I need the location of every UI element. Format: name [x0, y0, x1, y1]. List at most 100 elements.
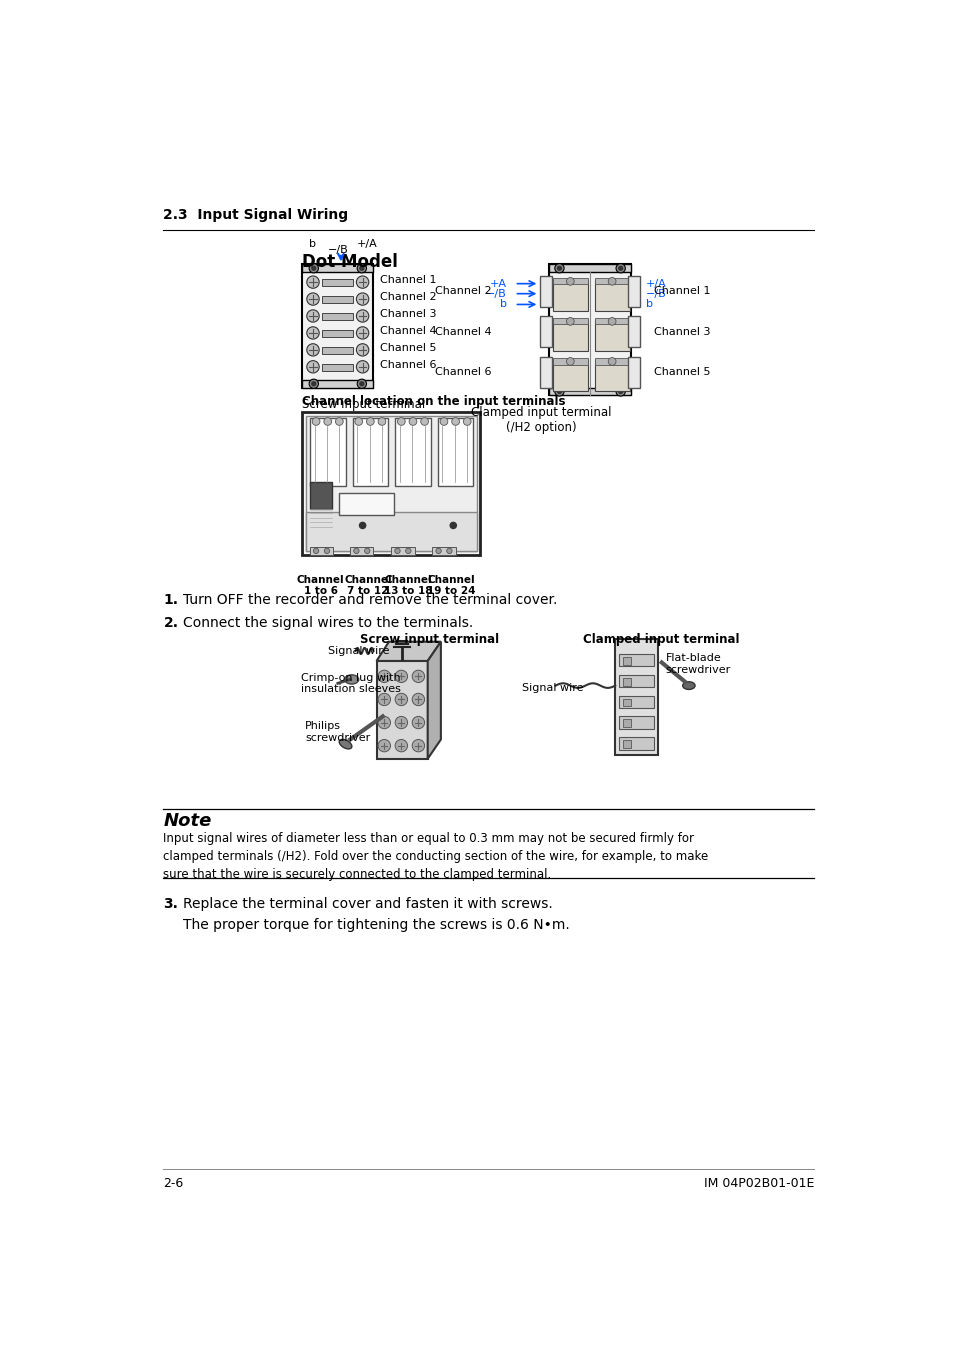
Text: Screw input terminal: Screw input terminal	[359, 633, 498, 647]
Text: 3.: 3.	[163, 898, 178, 911]
Bar	[595, 320, 629, 351]
Text: b: b	[645, 300, 653, 309]
Bar	[432, 547, 456, 555]
Polygon shape	[376, 662, 427, 759]
Bar	[437, 418, 473, 486]
Text: Channel 6: Channel 6	[379, 359, 436, 370]
Bar	[628, 356, 639, 387]
Text: Channel 4: Channel 4	[379, 325, 436, 336]
Bar	[622, 740, 630, 748]
Text: 2.: 2.	[163, 617, 178, 630]
Text: Channel 3: Channel 3	[379, 309, 436, 319]
Circle shape	[356, 360, 369, 373]
Text: Channel 1: Channel 1	[654, 286, 710, 297]
Circle shape	[608, 278, 616, 285]
Bar	[353, 418, 388, 486]
Bar	[618, 737, 654, 749]
Ellipse shape	[344, 675, 358, 684]
Bar	[549, 387, 630, 396]
Circle shape	[312, 417, 319, 425]
Circle shape	[377, 694, 390, 706]
Text: Channel
1 to 6: Channel 1 to 6	[296, 575, 344, 597]
Text: Channel 2: Channel 2	[379, 292, 436, 302]
Circle shape	[566, 278, 574, 285]
Circle shape	[313, 548, 318, 554]
Bar	[595, 278, 629, 285]
Circle shape	[412, 740, 424, 752]
Text: −/B: −/B	[327, 246, 348, 255]
Bar	[539, 356, 551, 387]
Bar	[615, 640, 658, 755]
Text: Clamped input terminal: Clamped input terminal	[583, 633, 740, 647]
Circle shape	[355, 417, 362, 425]
Circle shape	[307, 360, 319, 373]
Text: Channel 5: Channel 5	[379, 343, 436, 352]
Circle shape	[307, 293, 319, 305]
Text: Channel 2: Channel 2	[435, 286, 491, 297]
Circle shape	[566, 358, 574, 366]
Circle shape	[356, 344, 369, 356]
Circle shape	[312, 382, 315, 386]
Circle shape	[356, 379, 366, 389]
Bar	[539, 316, 551, 347]
Text: −/B: −/B	[485, 289, 506, 298]
Circle shape	[409, 417, 416, 425]
Circle shape	[307, 275, 319, 289]
Bar	[302, 412, 480, 555]
Bar	[339, 493, 394, 514]
Circle shape	[377, 740, 390, 752]
Text: Signal wire: Signal wire	[521, 683, 583, 693]
Text: Note: Note	[163, 811, 212, 830]
Circle shape	[309, 263, 318, 273]
Circle shape	[618, 390, 622, 393]
Circle shape	[359, 522, 365, 528]
Bar	[322, 347, 353, 354]
Circle shape	[450, 522, 456, 528]
Circle shape	[366, 417, 374, 425]
Circle shape	[616, 387, 624, 396]
Ellipse shape	[339, 740, 352, 749]
Polygon shape	[376, 641, 440, 662]
Circle shape	[397, 417, 405, 425]
Text: −/B: −/B	[645, 289, 666, 298]
Bar	[310, 547, 333, 555]
Circle shape	[395, 717, 407, 729]
Circle shape	[356, 310, 369, 323]
Text: Philips
screwdriver: Philips screwdriver	[305, 721, 370, 743]
Bar	[553, 360, 587, 390]
Text: Flat-blade
screwdriver: Flat-blade screwdriver	[665, 653, 730, 675]
Bar	[595, 358, 629, 364]
Circle shape	[566, 317, 574, 325]
Bar	[622, 699, 630, 706]
Circle shape	[420, 417, 428, 425]
Text: Crimp-on lug with
insulation sleeves: Crimp-on lug with insulation sleeves	[301, 672, 401, 694]
Bar	[618, 695, 654, 707]
Circle shape	[395, 740, 407, 752]
Circle shape	[335, 417, 343, 425]
Bar	[549, 265, 630, 396]
Bar	[391, 547, 415, 555]
Circle shape	[452, 417, 459, 425]
Text: +/A: +/A	[645, 278, 666, 289]
Bar	[622, 657, 630, 664]
Circle shape	[307, 310, 319, 323]
Circle shape	[356, 275, 369, 289]
Text: Replace the terminal cover and fasten it with screws.
The proper torque for tigh: Replace the terminal cover and fasten it…	[183, 898, 569, 931]
Circle shape	[364, 548, 370, 554]
Bar	[302, 379, 373, 387]
Text: 2-6: 2-6	[163, 1177, 184, 1189]
Circle shape	[377, 670, 390, 683]
Bar	[322, 313, 353, 320]
Bar	[395, 418, 431, 486]
Bar	[553, 320, 587, 351]
Circle shape	[608, 358, 616, 366]
Text: +/A: +/A	[356, 239, 377, 248]
Text: Channel 1: Channel 1	[379, 275, 436, 285]
Bar	[310, 482, 332, 509]
Bar	[553, 358, 587, 364]
Bar	[618, 717, 654, 729]
Circle shape	[555, 263, 563, 273]
Text: Connect the signal wires to the terminals.: Connect the signal wires to the terminal…	[183, 617, 473, 630]
Text: IM 04P02B01-01E: IM 04P02B01-01E	[703, 1177, 814, 1189]
Bar	[622, 678, 630, 686]
